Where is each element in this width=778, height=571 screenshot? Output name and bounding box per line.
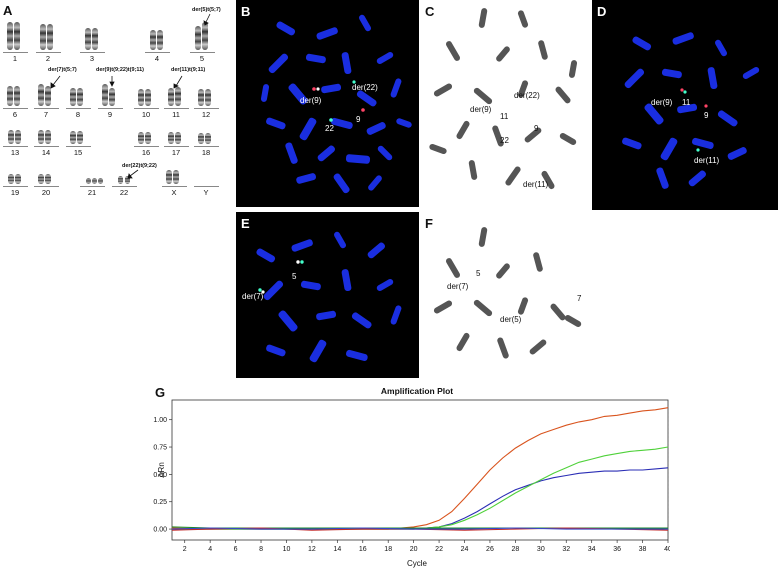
- x-tick-label: 12: [308, 546, 316, 553]
- karyo-annotation-der5: der(5)t(5;7): [192, 7, 221, 13]
- panel-letter-d: D: [597, 4, 607, 19]
- karyo-label-4: 4: [154, 54, 160, 63]
- label-der11: der(11): [694, 156, 720, 165]
- karyo-label-8: 8: [75, 110, 81, 119]
- x-tick-label: 38: [639, 546, 647, 553]
- gbanded-spread: [433, 227, 582, 359]
- label-11: 11: [682, 98, 691, 107]
- x-tick-label: 36: [613, 546, 621, 553]
- karyo-label-2: 2: [45, 54, 51, 63]
- label-5: 5: [476, 269, 481, 278]
- karyo-label-5: 5: [199, 54, 205, 63]
- karyo-label-16: 16: [141, 148, 151, 157]
- x-tick-label: 18: [384, 546, 392, 553]
- panel-letter-f: F: [425, 216, 433, 231]
- label-11: 11: [500, 112, 509, 121]
- panel-a: A: [0, 0, 230, 210]
- karyo-label-19: 19: [10, 188, 20, 197]
- plot-area: [171, 399, 669, 541]
- karyo-label-22: 22: [119, 188, 129, 197]
- karyo-label-x: X: [171, 188, 177, 197]
- y-tick-label: 0.50: [153, 472, 167, 479]
- label-9: 9: [356, 115, 361, 124]
- x-tick-label: 20: [410, 546, 418, 553]
- x-tick-label: 2: [183, 546, 187, 553]
- label-7: 7: [577, 294, 582, 303]
- label-der5: der(5): [500, 315, 522, 324]
- y-axis-label: ΔRn: [157, 462, 166, 478]
- label-der9: der(9): [651, 98, 673, 107]
- panel-letter-e: E: [241, 216, 250, 231]
- label-22: 22: [325, 124, 334, 133]
- karyo-annotation-der9: der(9)t(9;22)t(9;11): [96, 67, 144, 73]
- x-tick-label: 6: [234, 546, 238, 553]
- karyo-label-12: 12: [201, 110, 211, 119]
- x-tick-label: 8: [259, 546, 263, 553]
- amplification-plot: 2 4 6 8 10 12 14 16 18 20 22 24 26 28 30 32 34 36 38 400.00…: [153, 386, 670, 568]
- x-tick-label: 32: [562, 546, 570, 553]
- karyo-label-9: 9: [107, 110, 113, 119]
- metaphase-spread: [256, 231, 402, 363]
- label-der11: der(11): [523, 180, 549, 189]
- label-der7: der(7): [242, 292, 264, 301]
- y-tick-label: 0.75: [153, 445, 167, 452]
- karyo-label-1: 1: [12, 54, 18, 63]
- x-tick-label: 28: [511, 546, 519, 553]
- karyo-annotation-der11: der(11)t(9;11): [171, 67, 206, 73]
- y-tick-label: 0.25: [153, 499, 167, 506]
- panel-letter-b: B: [241, 4, 251, 19]
- karyo-label-15: 15: [73, 148, 83, 157]
- x-tick-label: 22: [435, 546, 443, 553]
- karyo-label-7: 7: [43, 110, 49, 119]
- karyo-label-y: Y: [203, 188, 209, 197]
- karyo-label-14: 14: [41, 148, 51, 157]
- panel-e-fish-image: E 5 der(7): [236, 212, 419, 378]
- label-der9: der(9): [470, 105, 492, 114]
- metaphase-spread: [260, 14, 412, 194]
- label-22: 22: [500, 136, 509, 145]
- x-tick-label: 4: [208, 546, 212, 553]
- x-tick-label: 10: [283, 546, 291, 553]
- karyo-label-20: 20: [41, 188, 51, 197]
- karyo-label-18: 18: [201, 148, 211, 157]
- karyotype-chromosomes: [7, 13, 211, 184]
- karyo-label-3: 3: [89, 54, 95, 63]
- panel-letter-a: A: [3, 3, 13, 18]
- x-tick-label: 40: [664, 546, 670, 553]
- panel-f-gbanded-image: F 5 der(7) 7 der(5): [420, 212, 595, 378]
- karyo-label-6: 6: [12, 110, 18, 119]
- karyo-label-11: 11: [172, 110, 180, 119]
- label-9: 9: [534, 124, 539, 133]
- x-axis-label: Cycle: [407, 559, 428, 568]
- panel-d-fish-image: D der(9) 11 9 der(11): [592, 0, 778, 210]
- karyo-annotation-der7: der(7)t(5;7): [48, 67, 77, 73]
- gbanded-spread: [429, 8, 578, 190]
- panel-letter-c: C: [425, 4, 435, 19]
- x-tick-label: 16: [359, 546, 367, 553]
- karyo-annotation-der22: der(22)t(9;22): [122, 163, 157, 169]
- y-tick-label: 0.00: [153, 527, 167, 534]
- x-tick-label: 14: [333, 546, 341, 553]
- metaphase-spread: [622, 32, 760, 189]
- x-tick-label: 30: [537, 546, 545, 553]
- karyo-label-10: 10: [141, 110, 151, 119]
- y-tick-label: 1.00: [153, 417, 167, 424]
- panel-c-gbanded-image: C der(22) der(9) 11 9 22 der(11): [420, 0, 590, 210]
- label-der22: der(22): [514, 91, 540, 100]
- label-der22: der(22): [352, 83, 378, 92]
- karyo-label-17: 17: [171, 148, 181, 157]
- karyo-label-21: 21: [87, 188, 97, 197]
- label-9: 9: [704, 111, 709, 120]
- x-tick-label: 26: [486, 546, 494, 553]
- label-5: 5: [292, 272, 297, 281]
- label-der7: der(7): [447, 282, 469, 291]
- karyo-label-13: 13: [10, 148, 20, 157]
- chart-title: Amplification Plot: [381, 386, 453, 396]
- x-tick-label: 34: [588, 546, 596, 553]
- series-line-6: [171, 527, 668, 530]
- x-tick-label: 24: [461, 546, 469, 553]
- panel-b-fish-image: B der(9) der(22) 9 22: [236, 0, 419, 207]
- label-der9: der(9): [300, 96, 322, 105]
- panel-letter-g: G: [155, 385, 166, 400]
